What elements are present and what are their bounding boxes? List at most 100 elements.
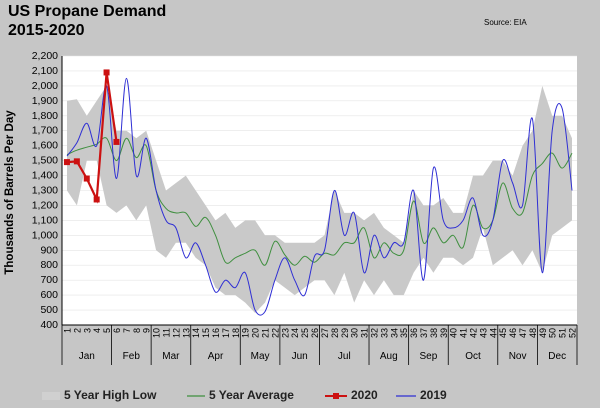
x-tick-label: 4	[92, 328, 102, 333]
x-tick-label: 27	[320, 328, 330, 338]
chart-title: US Propane Demand 2015-2020	[8, 2, 166, 40]
month-label: Jan	[79, 351, 95, 362]
x-tick-label: 6	[112, 328, 122, 333]
x-tick-label: 5	[102, 328, 112, 333]
x-tick-label: 10	[152, 328, 162, 338]
month-label: Apr	[208, 351, 224, 362]
month-label: Feb	[123, 351, 141, 362]
y-tick-label: 700	[40, 274, 58, 286]
x-tick-label: 16	[211, 328, 221, 338]
month-label: Aug	[380, 351, 398, 362]
point-2020	[103, 69, 110, 76]
y-tick-label: 1,700	[32, 125, 58, 137]
y-tick-label: 500	[40, 304, 58, 316]
y-tick-label: 600	[40, 289, 58, 301]
point-2020	[113, 138, 120, 145]
x-tick-label: 15	[201, 328, 211, 338]
x-tick-label: 51	[558, 328, 568, 338]
x-tick-label: 37	[419, 328, 429, 338]
legend-label-band: 5 Year High Low	[64, 388, 157, 402]
legend-swatch-2020	[325, 393, 347, 399]
series-line-5yr-average	[66, 137, 573, 266]
x-tick-label: 12	[171, 328, 181, 338]
legend-label-2019: 2019	[420, 388, 447, 402]
point-2020	[93, 196, 100, 203]
month-label: Dec	[548, 351, 566, 362]
x-tick-label: 31	[360, 328, 370, 338]
x-tick-label: 40	[449, 328, 459, 338]
x-tick-label: 41	[459, 328, 469, 338]
x-tick-label: 43	[478, 328, 488, 338]
y-axis-title: Thousands of Barrels Per Day	[4, 110, 16, 275]
x-tick-label: 26	[310, 328, 320, 338]
x-tick-label: 39	[439, 328, 449, 338]
point-2020	[63, 159, 70, 166]
x-tick-label: 45	[498, 328, 508, 338]
x-tick-label: 46	[508, 328, 518, 338]
x-tick-label: 48	[528, 328, 538, 338]
x-tick-label: 17	[221, 328, 231, 338]
legend-swatch-2019	[396, 395, 416, 397]
legend: 5 Year High Low 5 Year Average 2020 2019	[0, 386, 600, 406]
y-tick-label: 1,900	[32, 95, 58, 107]
source-label: Source: EIA	[484, 18, 527, 27]
y-tick-label: 2,000	[32, 80, 58, 92]
legend-label-avg: 5 Year Average	[209, 388, 294, 402]
x-tick-label: 1	[63, 328, 73, 333]
x-tick-label: 23	[280, 328, 290, 338]
x-tick-label: 30	[350, 328, 360, 338]
legend-swatch-avg	[187, 395, 205, 397]
x-tick-label: 11	[162, 328, 172, 337]
y-tick-label: 1,200	[32, 199, 58, 211]
y-tick-label: 1,600	[32, 140, 58, 152]
y-tick-label: 1,800	[32, 110, 58, 122]
x-tick-label: 21	[261, 328, 271, 338]
x-tick-label: 33	[379, 328, 389, 338]
x-tick-label: 18	[231, 328, 241, 338]
series-line-2019	[66, 77, 573, 316]
legend-swatch-band	[42, 392, 60, 400]
x-tick-label: 50	[548, 328, 558, 338]
series-band-high-low	[67, 85, 572, 314]
x-tick-label: 9	[142, 328, 152, 333]
x-tick-label: 49	[538, 328, 548, 338]
x-tick-label: 20	[251, 328, 261, 338]
title-line-2: 2015-2020	[8, 22, 85, 39]
month-label: Mar	[162, 351, 180, 362]
legend-label-2020: 2020	[351, 388, 378, 402]
month-label: Nov	[509, 351, 527, 362]
y-tick-label: 1,500	[32, 155, 58, 167]
x-tick-label: 38	[429, 328, 439, 338]
month-label: Sep	[420, 351, 438, 362]
point-2020	[83, 175, 90, 182]
x-tick-label: 8	[132, 328, 142, 333]
title-line-1: US Propane Demand	[8, 3, 167, 20]
x-tick-label: 35	[399, 328, 409, 338]
y-tick-label: 1,400	[32, 170, 58, 182]
x-tick-label: 47	[518, 328, 528, 338]
x-tick-label: 36	[409, 328, 419, 338]
y-tick-label: 800	[40, 259, 58, 271]
point-2020	[73, 158, 80, 165]
x-tick-label: 3	[82, 328, 92, 333]
x-tick-label: 14	[191, 328, 201, 338]
y-tick-label: 1,000	[32, 229, 58, 241]
x-tick-label: 24	[290, 328, 300, 338]
x-tick-label: 28	[330, 328, 340, 338]
y-tick-label: 400	[40, 319, 58, 331]
y-tick-label: 2,100	[32, 65, 58, 77]
x-tick-label: 42	[469, 328, 479, 338]
x-tick-label: 44	[488, 328, 498, 338]
month-label: Oct	[465, 351, 481, 362]
x-tick-label: 29	[340, 328, 350, 338]
month-label: Jul	[338, 351, 351, 362]
chart-svg: 400 500 600 700 800 900 1,000 1,100 1,200 1,300 1,…	[4, 50, 578, 365]
x-tick-label: 7	[122, 328, 132, 333]
y-tick-label: 1,300	[32, 185, 58, 197]
month-label: Jun	[292, 351, 308, 362]
x-tick-label: 19	[241, 328, 251, 338]
y-tick-label: 2,200	[32, 50, 58, 62]
x-tick-label: 2	[72, 328, 82, 333]
y-tick-label: 900	[40, 244, 58, 256]
x-tick-label: 25	[300, 328, 310, 338]
